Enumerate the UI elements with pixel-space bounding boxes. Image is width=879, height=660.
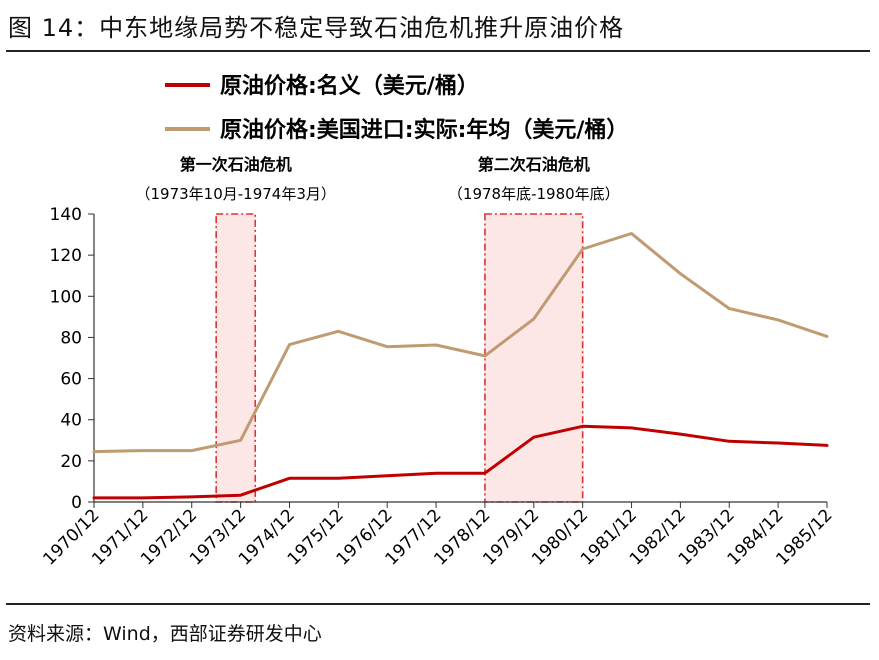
series-line-2 — [92, 232, 829, 454]
y-tick-label-80: 80 — [60, 328, 82, 348]
line-chart: 第一次石油危机 （1973年10月-1974年3月） 第二次石油危机 （1978年底-… — [39, 73, 836, 569]
crisis-shade-1 — [215, 213, 257, 503]
figure-title: 图 14：中东地缘局势不稳定导致石油危机推升原油价格 — [8, 14, 625, 42]
legend-label-2: 原油价格:美国进口:实际:年均（美元/桶） — [220, 117, 628, 143]
y-tick-label-0: 0 — [71, 493, 82, 513]
crisis-shade-2 — [484, 213, 584, 503]
crisis-subtitle-1: （1973年10月-1974年3月） — [136, 185, 336, 203]
y-tick-label-140: 140 — [50, 205, 82, 225]
y-tick-label-60: 60 — [60, 370, 82, 390]
bottom-rule — [6, 603, 870, 605]
y-tick-label-120: 120 — [50, 246, 82, 266]
series-line-1 — [92, 424, 829, 500]
y-tick-label-100: 100 — [50, 287, 82, 307]
crisis-subtitle-2: （1978年底-1980年底） — [448, 185, 620, 203]
top-rule — [6, 50, 870, 52]
crisis-title-2: 第二次石油危机 — [478, 155, 590, 174]
source-note: 资料来源：Wind，西部证券研发中心 — [8, 623, 322, 645]
y-tick-label-40: 40 — [60, 411, 82, 431]
y-tick-label-20: 20 — [60, 452, 82, 472]
legend-label-1: 原油价格:名义（美元/桶） — [220, 73, 479, 99]
crisis-title-1: 第一次石油危机 — [180, 155, 292, 174]
